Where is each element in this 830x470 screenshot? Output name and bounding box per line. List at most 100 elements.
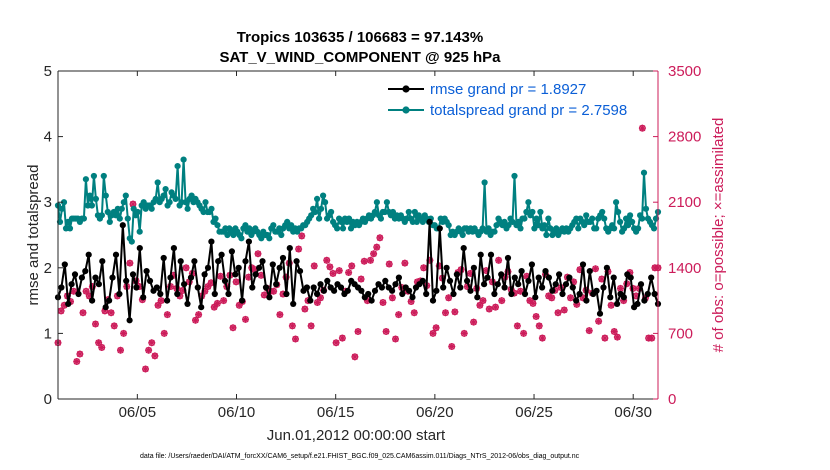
obs-assimilated-point <box>117 346 124 354</box>
rmse-point <box>242 258 249 265</box>
obs-assimilated-point <box>504 268 512 276</box>
obs-assimilated-point <box>101 307 109 315</box>
rmse-point <box>146 277 154 284</box>
legend-spread-label: totalspread grand pr = 2.7598 <box>430 102 627 119</box>
obs-assimilated-point <box>98 343 106 351</box>
rmse-point <box>61 261 68 268</box>
rmse-point <box>504 254 512 262</box>
obs-assimilated-point <box>479 297 487 305</box>
spread-point <box>124 215 131 222</box>
spread-point <box>629 218 636 225</box>
spread-point <box>88 202 95 209</box>
obs-assimilated-point <box>310 262 318 270</box>
spread-point <box>405 208 412 216</box>
rmse-point <box>181 281 188 288</box>
spread-point <box>445 222 452 229</box>
spread-point <box>172 195 179 202</box>
obs-assimilated-point <box>545 292 553 300</box>
spread-point <box>180 156 187 163</box>
spread-point <box>90 172 97 180</box>
obs-assimilated-point <box>367 256 374 264</box>
rmse-point <box>614 300 621 307</box>
spread-point <box>82 176 89 183</box>
rmse-point <box>484 274 491 281</box>
obs-assimilated-point <box>110 322 118 330</box>
obs-assimilated-point <box>626 268 634 276</box>
rmse-point <box>556 271 563 278</box>
obs-assimilated-point <box>338 334 346 342</box>
rmse-point <box>286 245 293 252</box>
rmse-point <box>501 284 508 291</box>
obs-assimilated-point <box>360 257 368 265</box>
obs-assimilated-point <box>370 250 378 258</box>
rmse-point <box>549 287 556 294</box>
spread-point <box>134 208 141 216</box>
rmse-point <box>470 264 477 271</box>
spread-point <box>208 205 215 212</box>
spread-point <box>611 225 618 232</box>
rmse-point <box>460 245 467 252</box>
data-file-footnote: data file: /Users/raeder/DAI/ATM_forcXX/… <box>140 453 580 460</box>
obs-assimilated-point <box>129 200 137 208</box>
obs-assimilated-point <box>157 297 165 305</box>
spread-point <box>599 208 606 216</box>
spread-point <box>122 192 129 199</box>
rmse-point <box>368 297 375 304</box>
obs-assimilated-point <box>276 311 284 319</box>
rmse-point <box>116 290 123 298</box>
spread-point <box>278 231 285 239</box>
rmse-point <box>423 290 430 298</box>
rmse-point <box>133 284 140 291</box>
rmse-point <box>85 251 92 258</box>
x-tick-label: 06/25 <box>515 404 553 421</box>
obs-assimilated-point <box>279 290 287 298</box>
obs-assimilated-point <box>245 273 253 281</box>
obs-assimilated-point <box>607 301 615 309</box>
y2-tick-label: 0 <box>668 391 676 408</box>
rmse-point <box>453 271 460 278</box>
obs-assimilated-point <box>345 268 353 276</box>
rmse-point <box>331 287 338 294</box>
rmse-point <box>164 297 171 304</box>
rmse-point <box>102 304 109 311</box>
obs-assimilated-point <box>76 350 84 358</box>
rmse-point <box>436 225 443 232</box>
x-axis-ticks: 06/05 06/10 06/15 06/20 06/25 06/30 <box>119 71 652 421</box>
obs-assimilated-point <box>520 329 528 337</box>
obs-assimilated-point <box>420 264 428 272</box>
rmse-point <box>409 294 416 301</box>
obs-assimilated-point <box>126 259 134 267</box>
obs-assimilated-point <box>595 317 603 325</box>
data-layer <box>54 124 662 373</box>
rmse-point <box>194 284 201 291</box>
obs-assimilated-point <box>79 309 87 317</box>
legend: rmse grand pr = 1.8927 totalspread grand… <box>380 78 628 123</box>
rmse-point <box>256 264 263 271</box>
obs-assimilated-point <box>463 283 471 291</box>
spread-point <box>650 225 658 232</box>
y-tick-label: 0 <box>44 391 52 408</box>
rmse-point <box>204 264 212 271</box>
rmse-point <box>562 281 570 288</box>
obs-assimilated-point <box>70 287 78 295</box>
rmse-point <box>221 277 229 284</box>
rmse-point <box>211 290 218 298</box>
spread-point <box>627 212 634 219</box>
spread-point <box>174 163 181 170</box>
rmse-point <box>429 297 437 304</box>
rmse-point <box>511 274 518 281</box>
rmse-point <box>573 297 580 304</box>
rmse-point <box>58 284 65 291</box>
y-tick-label: 2 <box>44 260 52 277</box>
obs-assimilated-point <box>154 301 162 309</box>
spread-point <box>583 212 590 219</box>
obs-assimilated-point <box>382 328 390 336</box>
spread-point <box>640 169 648 176</box>
rmse-point <box>160 254 167 262</box>
rmse-point <box>324 277 331 284</box>
spread-point <box>377 215 384 222</box>
obs-assimilated-point <box>232 278 240 286</box>
spread-point <box>314 195 321 202</box>
obs-assimilated-point <box>73 358 81 366</box>
spread-point <box>635 225 642 232</box>
